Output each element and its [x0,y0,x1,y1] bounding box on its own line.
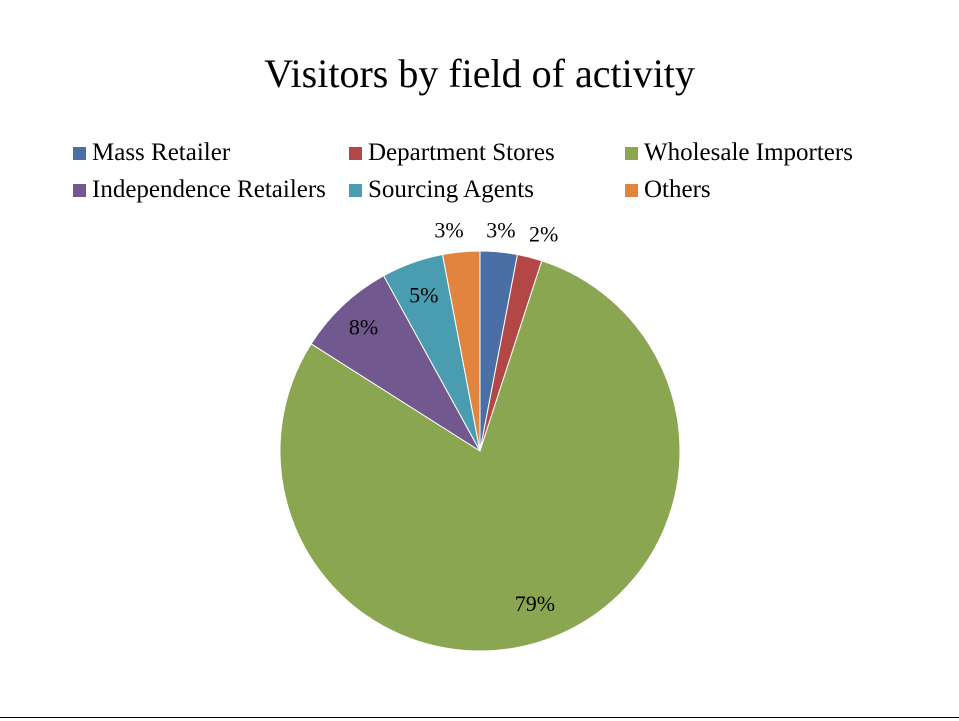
data-label-department-stores: 2% [529,222,558,247]
legend-item-mass-retailer: Mass Retailer [73,138,230,168]
data-label-wholesale-importers: 79% [515,591,555,616]
legend-label-wholesale-importers: Wholesale Importers [644,139,853,166]
legend-label-department-stores: Department Stores [368,139,555,166]
chart-title: Visitors by field of activity [264,51,695,96]
legend-swatch-mass-retailer [73,146,86,160]
legend-swatch-department-stores [349,146,362,160]
legend-swatch-wholesale-importers [625,146,638,160]
legend-label-sourcing-agents: Sourcing Agents [368,176,534,203]
pie-slice-others [441,250,481,452]
legend-label-independence-retailers: Independence Retailers [92,176,326,203]
legend-item-independence-retailers: Independence Retailers [73,175,326,205]
bottom-divider [0,717,959,718]
legend-label-mass-retailer: Mass Retailer [92,139,231,166]
legend-item-wholesale-importers: Wholesale Importers [625,138,853,168]
pie-slice-independence-retailers [310,275,481,452]
legend-item-sourcing-agents: Sourcing Agents [349,175,534,205]
data-label-others: 3% [434,218,463,243]
legend-swatch-sourcing-agents [349,183,362,197]
legend-label-others: Others [644,176,711,203]
legend-item-department-stores: Department Stores [349,138,555,168]
legend-swatch-others [625,183,638,197]
data-label-sourcing-agents: 5% [409,282,438,307]
data-label-mass-retailer: 3% [486,218,515,243]
data-label-independence-retailers: 8% [349,315,378,340]
legend-item-others: Others [625,175,711,205]
legend-swatch-independence-retailers [73,183,86,197]
pie-slice-wholesale-importers [279,260,681,652]
